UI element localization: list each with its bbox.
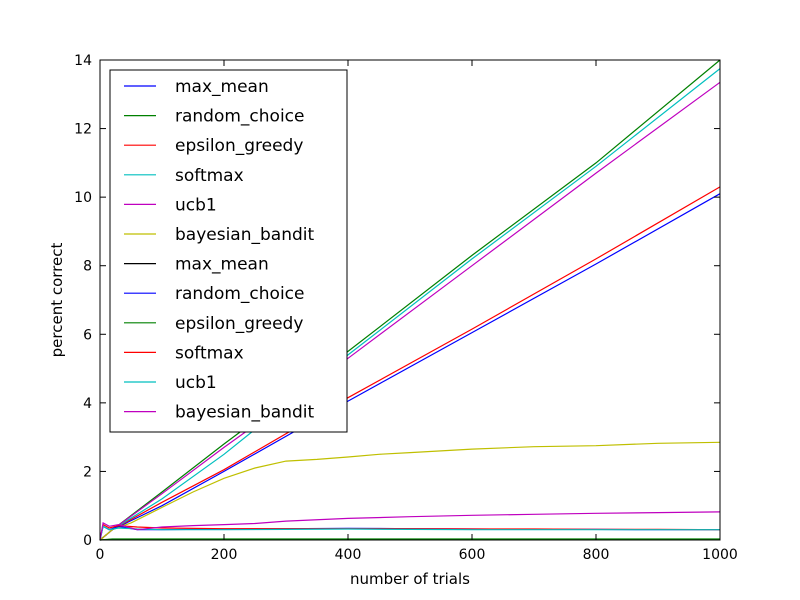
legend-label-5: bayesian_bandit [175, 225, 314, 245]
legend-label-6: max_mean [175, 255, 269, 275]
y-axis-label: percent correct [48, 243, 66, 358]
legend-label-7: random_choice [175, 284, 304, 304]
plot-frame [99, 59, 721, 541]
legend-label-3: softmax [175, 166, 244, 186]
legend-label-11: bayesian_bandit [175, 403, 314, 423]
legend-label-8: epsilon_greedy [175, 314, 303, 334]
x-axis-label: number of trials [350, 570, 470, 588]
legend-box [109, 69, 348, 433]
legend: max_meanrandom_choiceepsilon_greedysoftm… [109, 69, 348, 433]
y-tick-label: 10 [74, 190, 92, 206]
series-line-10 [99, 525, 720, 541]
y-tick-label: 14 [74, 53, 92, 69]
legend-label-1: random_choice [175, 107, 304, 127]
y-tick-label: 0 [83, 533, 92, 549]
series-line-5 [99, 441, 721, 541]
x-tick-label: 0 [96, 547, 105, 563]
x-tick-label: 400 [335, 547, 362, 563]
x-tick-label: 600 [459, 547, 486, 563]
x-tick-label: 1000 [702, 547, 738, 563]
legend-label-2: epsilon_greedy [175, 136, 303, 156]
series-line-11 [99, 511, 721, 541]
y-tick-label: 6 [83, 327, 92, 343]
y-tick-label: 2 [83, 464, 92, 480]
legend-label-9: softmax [175, 343, 244, 363]
x-tick-label: 800 [583, 547, 610, 563]
legend-label-10: ucb1 [175, 373, 217, 393]
ticks-layer: 0 200 400 600 800 1000 0 2 4 6 8 10 12 14 [74, 53, 738, 563]
x-tick-label: 200 [211, 547, 238, 563]
y-tick-label: 8 [83, 259, 92, 275]
legend-label-4: ucb1 [175, 195, 217, 215]
legend-label-0: max_mean [175, 77, 269, 97]
series-line-9 [99, 523, 721, 541]
y-tick-label: 4 [83, 396, 92, 412]
y-tick-label: 12 [74, 122, 92, 138]
